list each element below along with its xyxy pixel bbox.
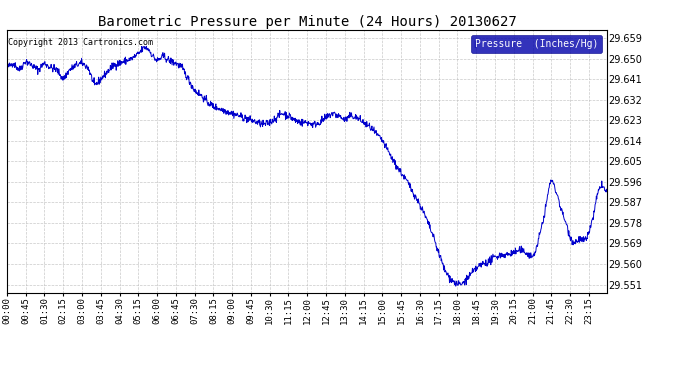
Legend: Pressure  (Inches/Hg): Pressure (Inches/Hg): [471, 35, 602, 52]
Title: Barometric Pressure per Minute (24 Hours) 20130627: Barometric Pressure per Minute (24 Hours…: [98, 15, 516, 29]
Text: Copyright 2013 Cartronics.com: Copyright 2013 Cartronics.com: [8, 38, 153, 47]
